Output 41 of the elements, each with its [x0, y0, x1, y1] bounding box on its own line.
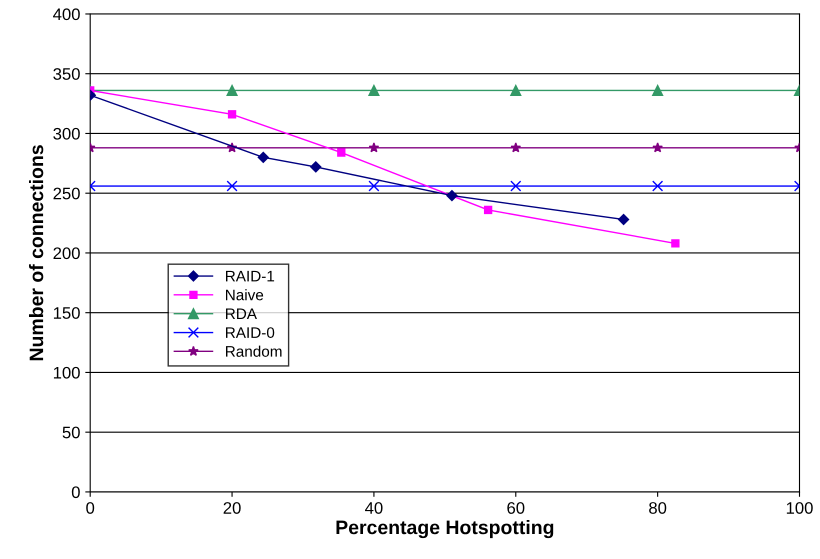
- point: [258, 152, 269, 163]
- x-tick-label: 60: [507, 502, 524, 514]
- point: [652, 142, 663, 152]
- legend-label: Naive: [226, 289, 264, 300]
- point: [652, 84, 664, 96]
- point: [618, 214, 630, 226]
- point: [310, 161, 322, 173]
- y-tick-label: 400: [53, 8, 80, 20]
- x-tick-label: 40: [365, 502, 383, 514]
- point: [226, 84, 238, 96]
- y-tick-label: 300: [53, 128, 80, 140]
- legend-label: RAID-0: [226, 327, 274, 338]
- x-tick-label: 0: [86, 502, 94, 514]
- point: [337, 148, 346, 157]
- x-axis-title: Percentage Hotspotting: [336, 520, 554, 538]
- point: [228, 110, 236, 119]
- point: [652, 180, 664, 192]
- point: [484, 206, 492, 214]
- point: [446, 190, 458, 202]
- point: [510, 84, 522, 96]
- y-tick-label: 100: [54, 366, 80, 379]
- x-tick-label: 100: [786, 502, 813, 514]
- x-tick-label: 20: [224, 502, 241, 514]
- y-tick-label: 200: [54, 247, 80, 260]
- point: [368, 84, 380, 96]
- y-tick-label: 0: [72, 486, 80, 498]
- point: [671, 239, 680, 248]
- legend-label: RAID-1: [226, 270, 274, 282]
- y-tick-label: 50: [62, 426, 80, 438]
- x-tick-label: 80: [649, 502, 666, 514]
- point: [226, 180, 238, 192]
- y-tick-label: 350: [53, 68, 80, 80]
- point: [368, 142, 380, 152]
- point: [368, 180, 380, 192]
- point: [510, 180, 522, 192]
- y-tick-label: 150: [54, 307, 80, 319]
- y-tick-label: 250: [54, 188, 80, 200]
- point: [510, 142, 522, 152]
- y-axis-title: Number of connections: [28, 145, 44, 360]
- legend-label: RDA: [226, 308, 257, 320]
- legend-label: Random: [226, 346, 282, 357]
